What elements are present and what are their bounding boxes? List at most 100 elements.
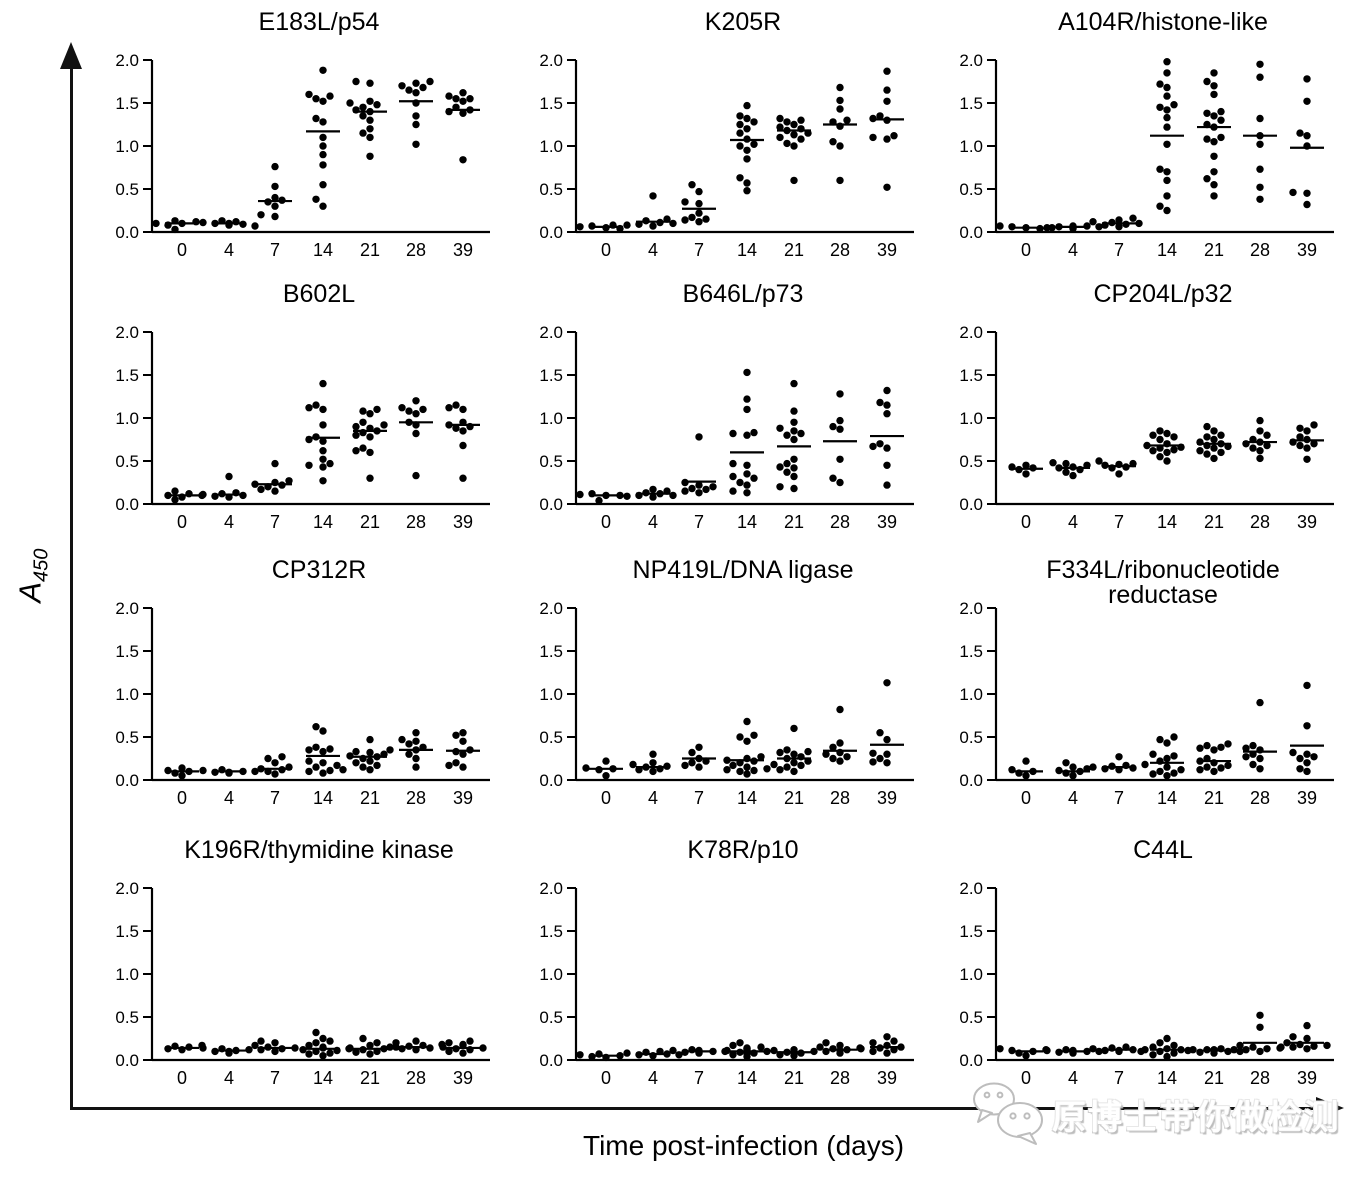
data-point xyxy=(816,1043,824,1051)
data-point xyxy=(1296,754,1304,763)
x-tick-label: 14 xyxy=(1157,788,1177,808)
data-point xyxy=(1210,138,1218,146)
data-point xyxy=(278,753,286,761)
data-point xyxy=(1069,772,1077,780)
data-point xyxy=(836,83,844,92)
data-point xyxy=(876,112,884,120)
data-point xyxy=(312,743,320,751)
data-point xyxy=(1256,447,1264,455)
data-point xyxy=(366,125,374,133)
data-point xyxy=(743,146,751,154)
data-point xyxy=(770,760,778,769)
y-tick-label: 1.5 xyxy=(539,366,563,385)
data-point xyxy=(359,407,367,415)
data-point xyxy=(1043,1046,1051,1055)
data-point xyxy=(804,747,812,756)
data-point xyxy=(1177,766,1185,774)
x-tick-label: 0 xyxy=(601,788,611,808)
data-point xyxy=(736,174,744,182)
data-point xyxy=(790,131,798,139)
data-point xyxy=(1263,441,1271,450)
data-point xyxy=(736,767,744,776)
data-point xyxy=(459,1049,467,1057)
data-point xyxy=(1303,681,1311,690)
data-point xyxy=(790,427,798,435)
data-point xyxy=(1277,1043,1285,1051)
y-tick-label: 0.5 xyxy=(959,452,983,471)
data-point xyxy=(763,1047,771,1056)
data-point xyxy=(178,764,186,772)
data-point xyxy=(366,79,374,87)
y-tick-label: 0.0 xyxy=(959,771,983,790)
data-point xyxy=(1210,82,1218,90)
data-point xyxy=(883,461,891,469)
x-tick-label: 7 xyxy=(694,788,704,808)
x-tick-label: 4 xyxy=(648,240,658,260)
data-point xyxy=(398,735,406,744)
data-point xyxy=(326,766,334,775)
data-point xyxy=(412,429,420,438)
data-point xyxy=(305,746,313,754)
data-point xyxy=(797,761,805,770)
data-point xyxy=(1196,766,1204,774)
data-point xyxy=(629,760,637,769)
data-point xyxy=(1249,444,1257,452)
x-tick-label: 28 xyxy=(830,788,850,808)
data-point xyxy=(1256,195,1264,203)
x-tick-label: 28 xyxy=(406,1068,426,1088)
data-point xyxy=(829,422,837,431)
data-point xyxy=(736,142,744,150)
data-point xyxy=(1062,759,1070,767)
data-point xyxy=(1263,431,1271,439)
panel-title: B646L/p73 xyxy=(683,280,804,308)
data-point xyxy=(776,114,784,123)
data-point xyxy=(271,212,279,221)
x-tick-label: 39 xyxy=(453,788,473,808)
data-point xyxy=(171,496,179,504)
data-point xyxy=(319,727,327,735)
data-point xyxy=(1089,763,1097,771)
data-point xyxy=(736,129,744,137)
data-point xyxy=(199,490,207,499)
data-point xyxy=(319,477,327,485)
data-point xyxy=(1210,69,1218,77)
data-point xyxy=(1203,175,1211,183)
x-tick-label: 14 xyxy=(737,788,757,808)
data-point xyxy=(890,132,898,140)
scatter-plot: B602L 0.0 0.5 1.0 1.5 2.0 0 4 7 14 21 28 39 xyxy=(115,280,490,532)
y-tick-label: 0.5 xyxy=(539,1008,563,1027)
data-point xyxy=(152,219,160,228)
data-point xyxy=(790,464,798,472)
data-point xyxy=(1203,422,1211,431)
data-point xyxy=(251,1041,259,1050)
data-point xyxy=(1022,757,1030,765)
data-point xyxy=(649,493,657,501)
data-point xyxy=(822,1039,830,1047)
data-point xyxy=(1256,1023,1264,1031)
data-point xyxy=(1210,427,1218,435)
data-point xyxy=(452,424,460,432)
data-point xyxy=(452,759,460,767)
data-point xyxy=(688,181,696,189)
data-point xyxy=(776,748,784,757)
data-point xyxy=(883,410,891,418)
data-point xyxy=(743,461,751,469)
data-point xyxy=(251,480,259,488)
y-tick-label: 0.5 xyxy=(959,1008,983,1027)
x-tick-label: 28 xyxy=(406,512,426,532)
y-tick-label: 1.0 xyxy=(115,137,139,156)
data-point xyxy=(790,379,798,388)
y-tick-label: 1.0 xyxy=(115,409,139,428)
data-point xyxy=(729,1051,737,1059)
x-tick-label: 0 xyxy=(1021,1068,1031,1088)
y-tick-label: 1.5 xyxy=(115,922,139,941)
data-point xyxy=(271,202,279,210)
data-point xyxy=(996,1045,1004,1053)
panel-title: K78R/p10 xyxy=(687,836,798,864)
data-point xyxy=(312,114,320,123)
data-point xyxy=(790,142,798,150)
data-point xyxy=(790,418,798,426)
data-point xyxy=(1210,181,1218,189)
y-tick-label: 0.0 xyxy=(539,223,563,242)
data-point xyxy=(1303,444,1311,452)
